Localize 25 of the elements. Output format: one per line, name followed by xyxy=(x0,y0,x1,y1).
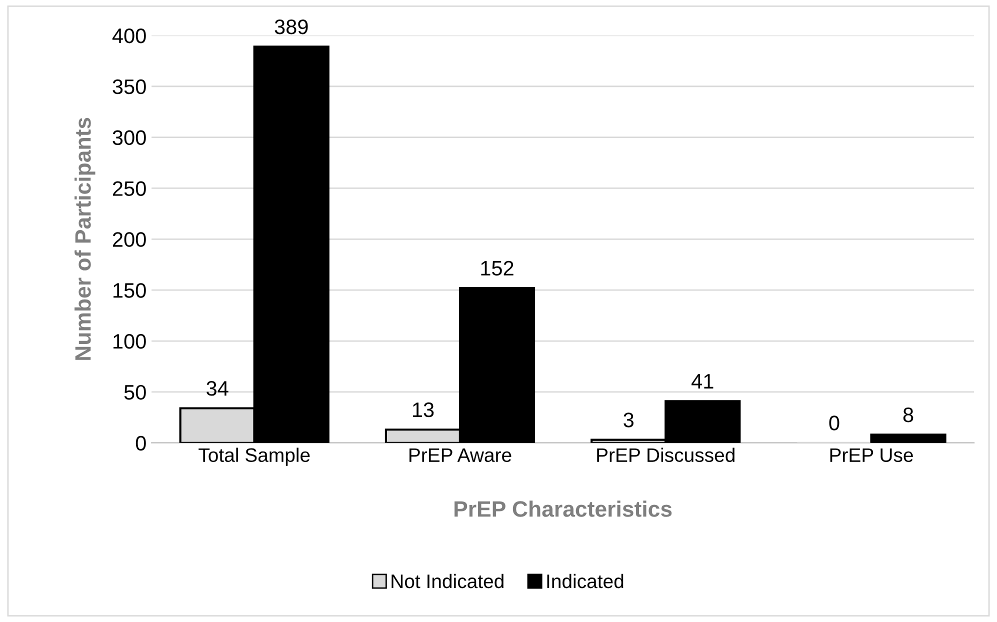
x-axis-title: PrEP Characteristics xyxy=(454,500,672,517)
x-tick-label: Total Sample xyxy=(198,448,310,466)
y-tick-label: 250 xyxy=(112,181,146,196)
data-label: 0 xyxy=(829,416,840,430)
data-label: 389 xyxy=(274,19,308,34)
x-tick-label: PrEP Aware xyxy=(410,448,512,462)
y-tick-label: 300 xyxy=(112,130,146,146)
legend-label: Indicated xyxy=(547,574,624,588)
y-axis-title: Number of Participants xyxy=(74,118,96,360)
data-label: 152 xyxy=(481,260,514,276)
y-tick-label: 350 xyxy=(112,79,146,94)
data-label: 41 xyxy=(692,374,714,388)
x-tick-label: PrEP Use xyxy=(830,448,913,462)
y-tick-label: 200 xyxy=(112,232,146,247)
data-label: 3 xyxy=(624,412,634,428)
y-tick-label: 0 xyxy=(136,436,146,451)
data-label: 13 xyxy=(412,402,434,418)
y-tick-label: 50 xyxy=(124,384,146,400)
x-tick-label: PrEP Discussed xyxy=(597,448,734,462)
data-label: 8 xyxy=(903,408,914,422)
y-tick-label: 400 xyxy=(112,28,146,44)
data-label: 34 xyxy=(206,381,228,396)
y-tick-label: 150 xyxy=(114,283,146,298)
y-tick-label: 100 xyxy=(114,334,146,349)
legend-label: Not Indicated xyxy=(392,574,504,588)
